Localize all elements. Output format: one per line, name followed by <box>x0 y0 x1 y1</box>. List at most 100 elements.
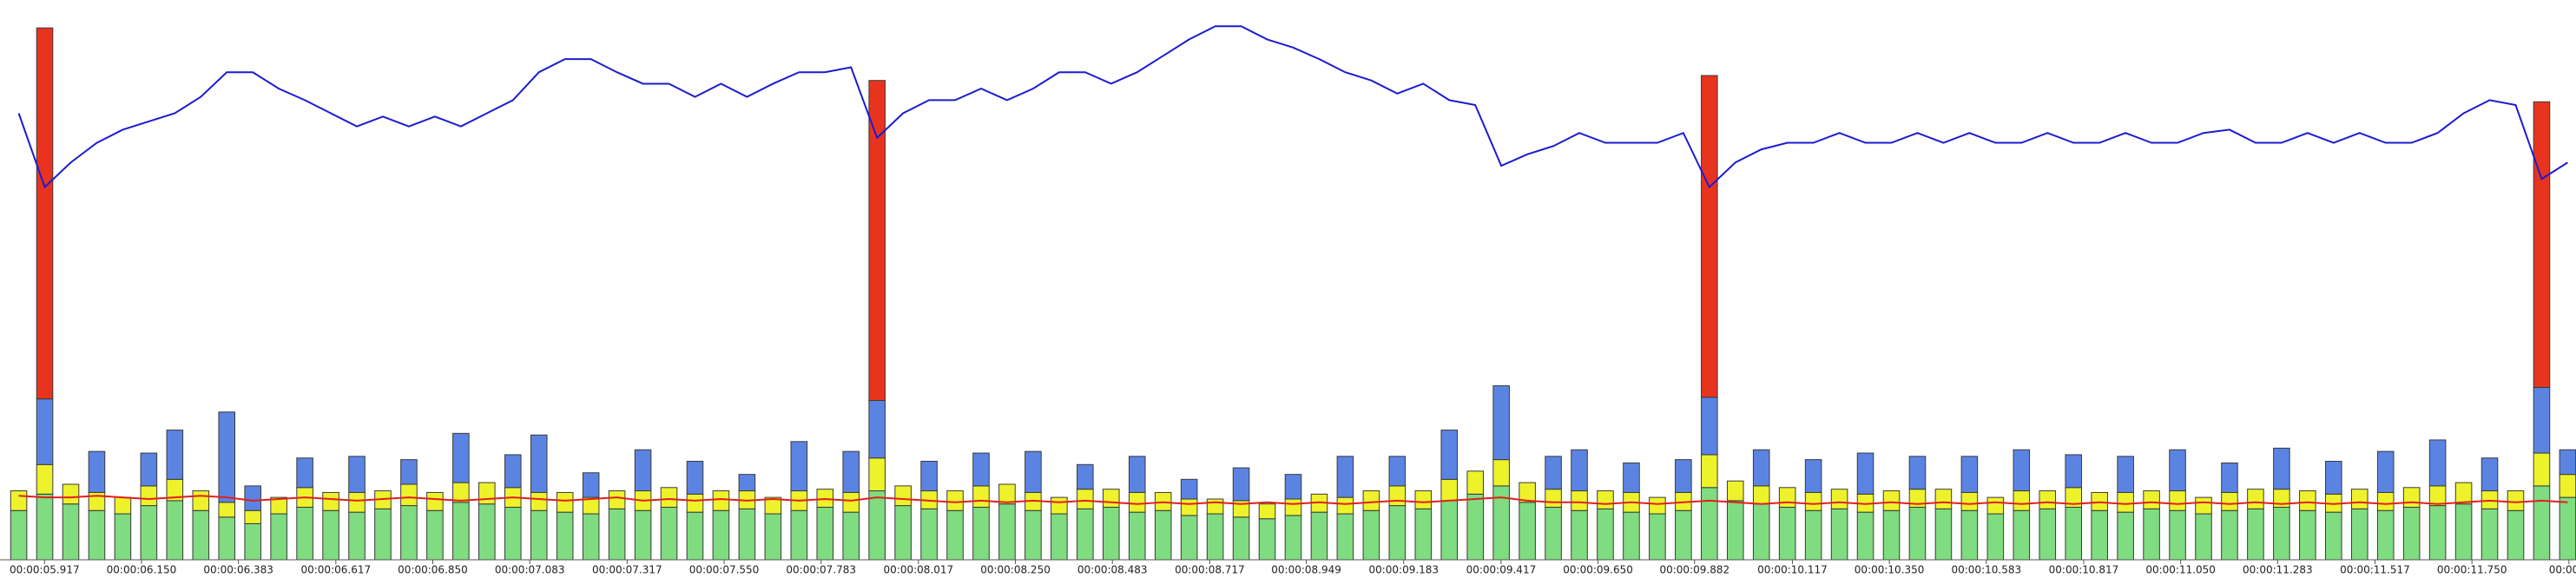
bar-segment <box>1024 509 1042 561</box>
bar-segment <box>88 509 106 561</box>
bar-segment <box>1701 454 1718 489</box>
bar-segment <box>400 505 418 561</box>
bar-segment <box>1336 496 1354 515</box>
bar-segment <box>374 508 392 561</box>
bar-segment <box>1336 513 1354 561</box>
bar-segment <box>1440 478 1459 502</box>
bar-segment <box>192 509 210 561</box>
bar-segment <box>1986 513 2005 561</box>
bar-segment <box>2013 490 2031 511</box>
bar-segment <box>894 505 912 561</box>
bar-segment <box>1180 515 1198 561</box>
bar-segment <box>1649 513 1666 561</box>
bar-segment <box>1623 462 1640 493</box>
bar-segment <box>270 513 287 561</box>
bar-segment <box>1675 459 1692 493</box>
bar-segment <box>712 490 730 511</box>
bar-segment <box>1545 489 1562 508</box>
bar-segment <box>244 522 261 561</box>
bar-segment <box>1051 496 1068 515</box>
bar-segment <box>2065 506 2083 561</box>
x-tick-label: 00:00:10.817 <box>2049 564 2119 576</box>
bar-segment <box>2143 490 2160 509</box>
bar-segment <box>530 509 548 561</box>
bar-segment <box>1284 498 1302 516</box>
x-tick-label: 00:00:07.783 <box>786 564 856 576</box>
x-tick-label: 00:00:11.050 <box>2145 564 2216 576</box>
bar-segment <box>764 513 782 561</box>
bar-segment <box>1545 506 1562 561</box>
bar-segment <box>140 505 158 561</box>
bar-segment <box>2065 454 2083 489</box>
bar-segment <box>218 516 236 561</box>
bar-segment <box>1960 491 1979 511</box>
x-tick-label: 00:00:09.183 <box>1368 564 1439 576</box>
bar-segment <box>218 411 236 503</box>
bar-segment <box>842 491 860 513</box>
x-tick-label: 00:00:06.383 <box>203 564 273 576</box>
bar-segment <box>36 398 54 465</box>
bar-segment <box>1440 430 1459 480</box>
bar-segment <box>2195 513 2212 561</box>
x-tick-label: 00:00:10.117 <box>1757 564 1828 576</box>
bar-segment <box>790 441 808 492</box>
x-tick-label: 00:00:11.283 <box>2243 564 2313 576</box>
bar-segment <box>1675 509 1692 561</box>
bar-segment <box>738 474 756 492</box>
bar-segment <box>504 506 522 561</box>
x-tick-label: 00:00:06.617 <box>300 564 371 576</box>
bar-segment <box>868 457 886 492</box>
bar-segment <box>1752 449 1770 487</box>
bar-segment <box>2169 449 2186 492</box>
bar-segment <box>1388 485 1407 507</box>
x-tick-label: 00:00:11.517 <box>2340 564 2410 576</box>
bar-segment <box>686 511 704 561</box>
bar-segment <box>140 485 158 507</box>
x-tick-label: 00:00:08.717 <box>1175 564 1245 576</box>
bar-segment <box>868 80 886 402</box>
bar-segment <box>946 509 964 561</box>
bar-segment <box>1856 452 1874 495</box>
bar-segment <box>2402 506 2421 561</box>
x-tick-label: 00:00:10.583 <box>1951 564 2021 576</box>
bar-segment <box>2117 456 2134 493</box>
bar-segment <box>842 511 860 561</box>
bar-segment <box>1362 509 1380 561</box>
bar-segment <box>400 483 418 507</box>
bar-segment <box>36 493 54 561</box>
bar-segment <box>1778 487 1796 508</box>
bar-segment <box>1804 491 1822 511</box>
bar-segment <box>2039 508 2057 561</box>
bar-segment <box>1206 513 1224 561</box>
bar-segment <box>2454 503 2473 561</box>
bar-segment <box>270 496 287 515</box>
bar-segment <box>1024 450 1042 493</box>
bar-segment <box>322 491 339 511</box>
bar-segment <box>322 509 339 561</box>
bar-segment <box>2013 449 2031 492</box>
bar-segment <box>790 509 808 561</box>
bar-segment <box>62 483 80 505</box>
bar-segment <box>2247 508 2264 561</box>
bar-segment <box>634 509 652 561</box>
bar-segment <box>2039 490 2057 509</box>
bar-segment <box>1830 489 1848 509</box>
bar-segment <box>2299 490 2316 511</box>
bar-segment <box>1232 467 1250 502</box>
bar-segment <box>920 508 938 561</box>
x-tick-label: 00:00:09.882 <box>1659 564 1729 576</box>
bar-segment <box>582 513 600 561</box>
bar-segment <box>478 482 496 505</box>
bar-segment <box>1180 498 1198 516</box>
bar-segment <box>2247 489 2264 509</box>
x-tick-label: 00:00:06.850 <box>398 564 468 576</box>
bar-segment <box>2376 450 2395 493</box>
bar-segment <box>998 503 1016 561</box>
x-tick-label: 00:00:09.650 <box>1563 564 1633 576</box>
bar-segment <box>244 509 261 524</box>
bar-segment <box>452 502 470 561</box>
bar-segment <box>920 461 938 492</box>
bar-segment <box>348 456 366 493</box>
bar-segment <box>1284 474 1302 500</box>
